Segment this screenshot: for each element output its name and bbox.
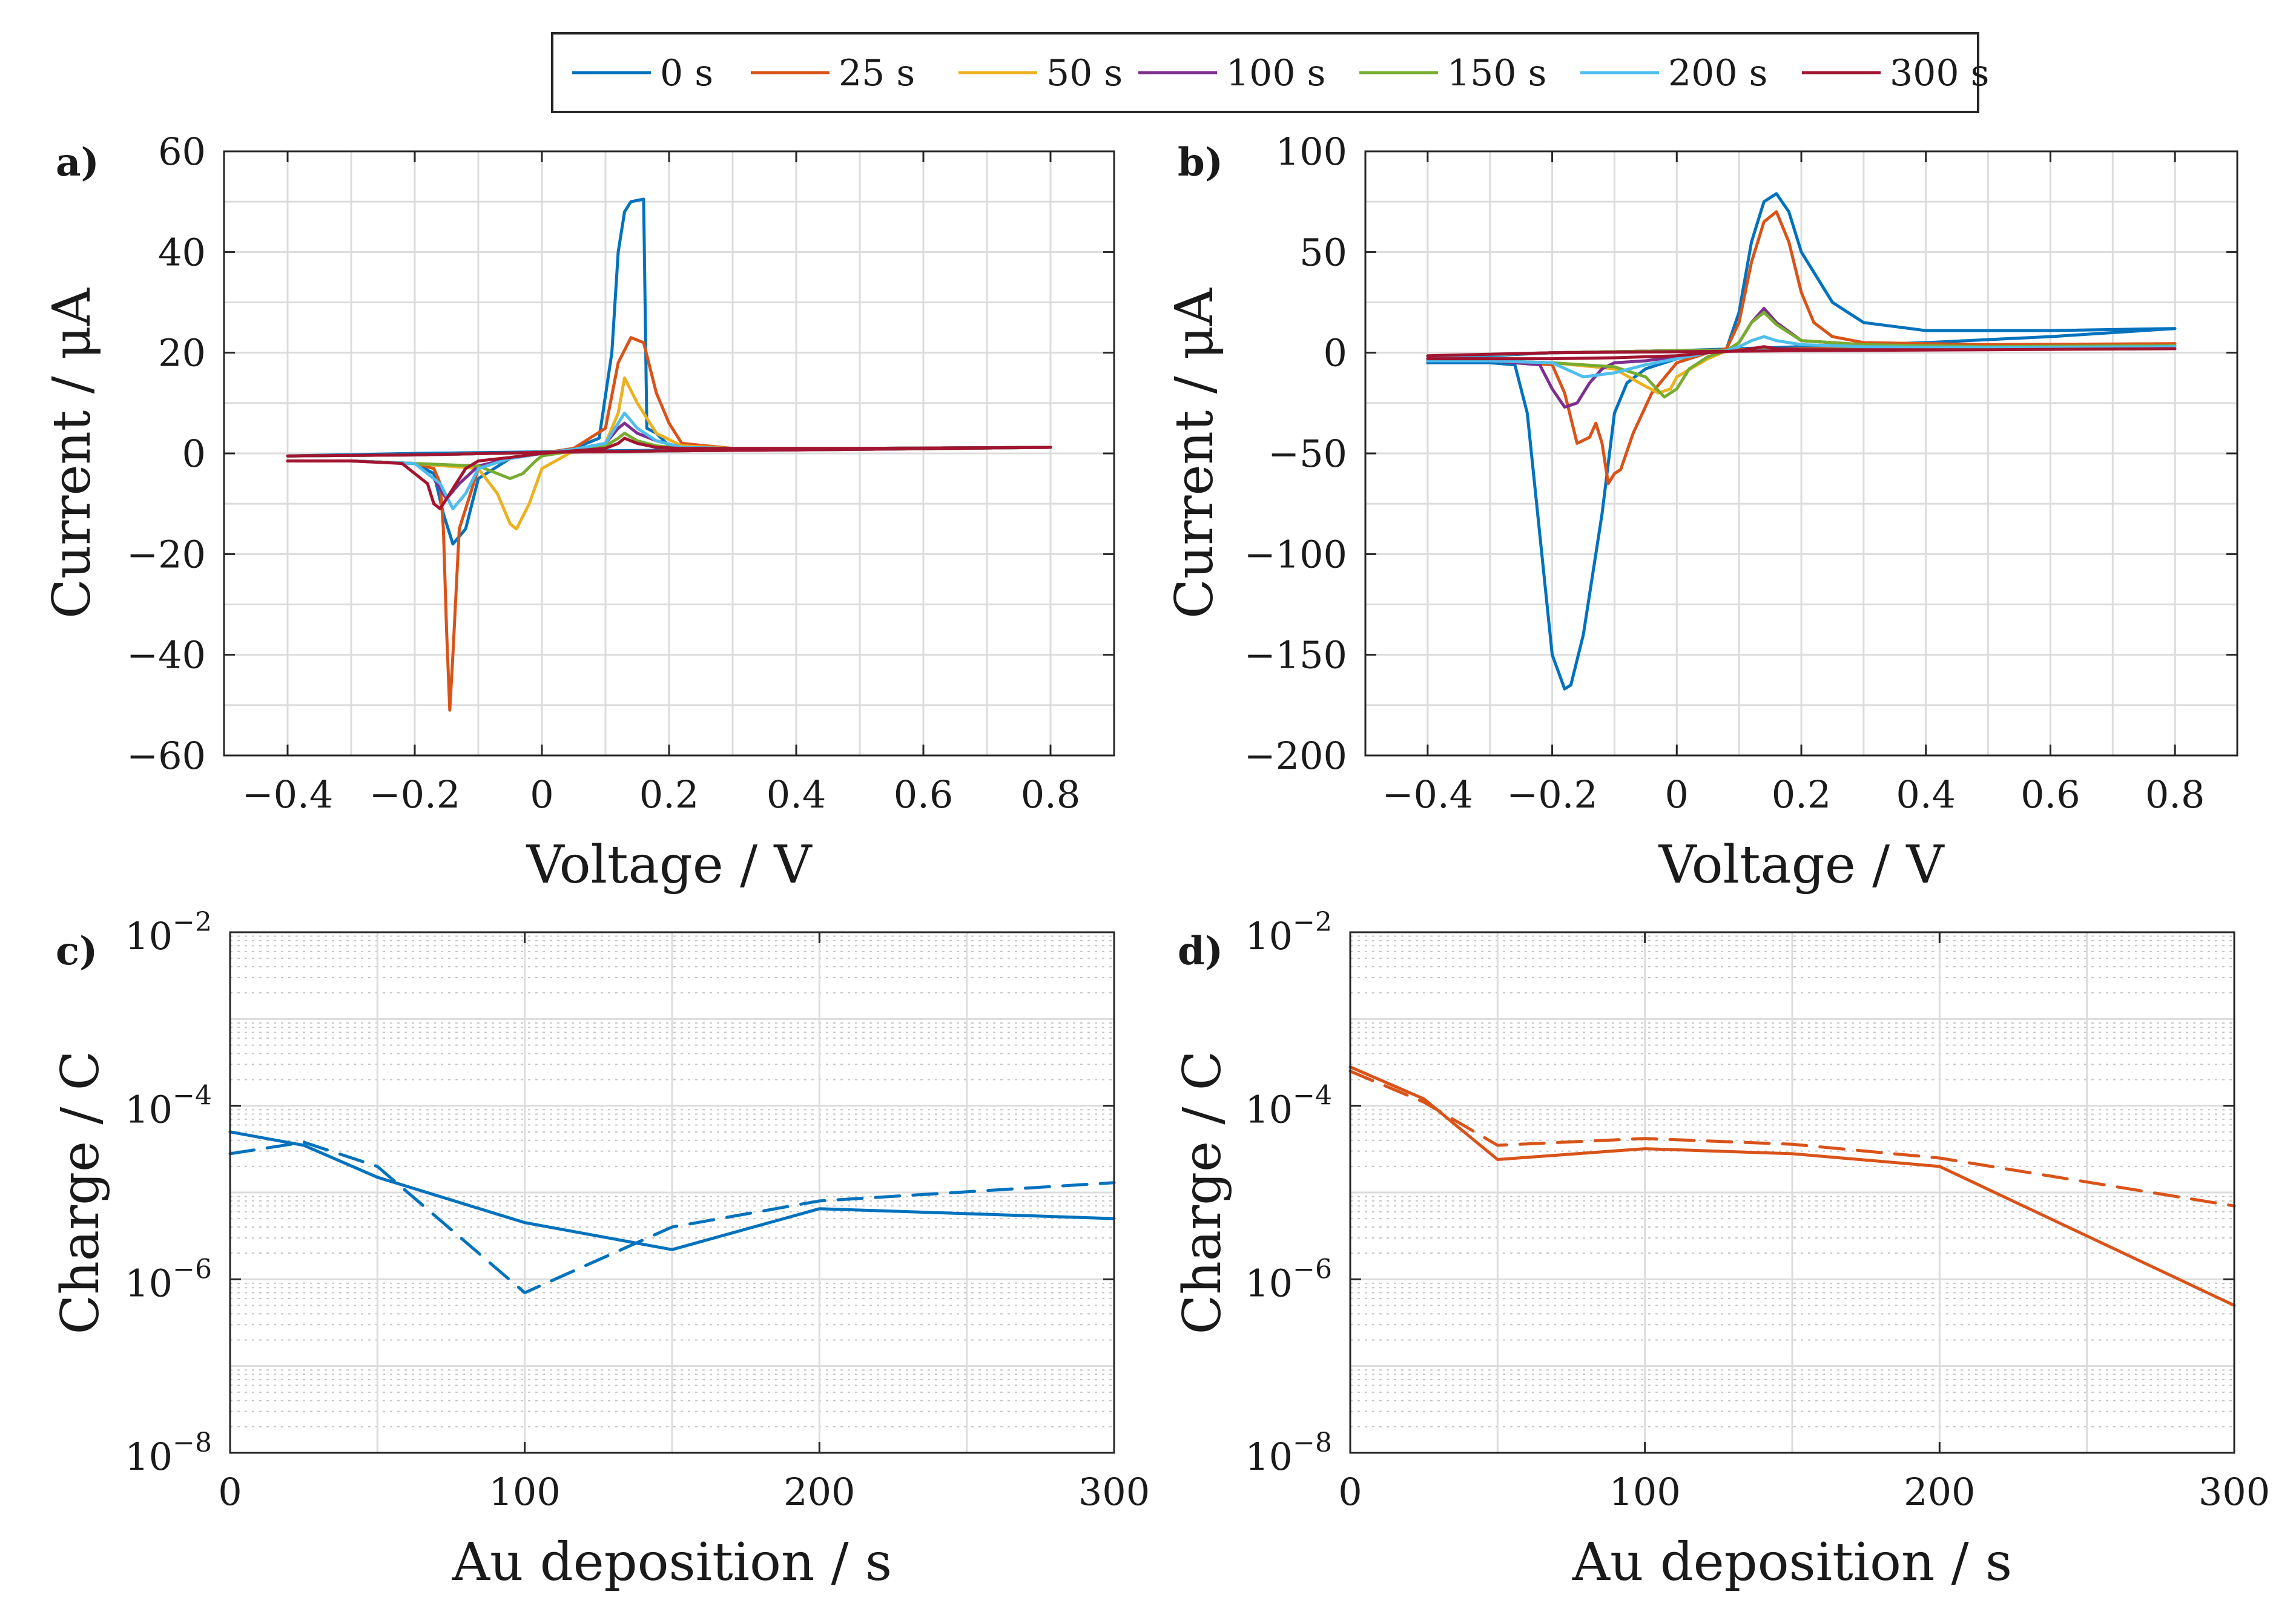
x-tick-label: 300 bbox=[2199, 1470, 2270, 1514]
x-tick-label: 0 bbox=[1338, 1470, 1362, 1514]
y-tick-label: −50 bbox=[1268, 432, 1347, 476]
x-tick-label: 0.2 bbox=[1772, 772, 1832, 817]
panel-3: 0 100 200 300 10−8 10−6 10−4 10−2 Au deposition … bbox=[1172, 907, 2270, 1593]
y-tick-label: −40 bbox=[127, 633, 206, 677]
x-tick-label: 0.8 bbox=[2145, 772, 2205, 817]
y-tick-label: 10−2 bbox=[125, 907, 212, 958]
x-tick-label: 0 bbox=[218, 1470, 242, 1514]
panel-1: −0.4 −0.2 0 0.2 0.4 0.6 0.8 −200 −150 −100 −50 0 50 1… bbox=[1164, 130, 2238, 895]
y-tick-label: −100 bbox=[1244, 532, 1347, 576]
legend-item: 200 s bbox=[1580, 52, 1767, 94]
y-tick-label: 60 bbox=[158, 130, 206, 174]
x-tick-label: 0.4 bbox=[767, 772, 826, 817]
x-tick-label: 0.2 bbox=[639, 772, 699, 817]
series-line-solid bbox=[228, 1130, 1116, 1251]
legend-item: 25 s bbox=[751, 52, 915, 94]
x-tick-label: 200 bbox=[1904, 1470, 1975, 1514]
y-tick-label: 20 bbox=[158, 331, 206, 375]
legend-label: 300 s bbox=[1890, 52, 1989, 94]
x-tick-label: 0.8 bbox=[1021, 772, 1081, 817]
series-line-25-s bbox=[1426, 210, 2177, 485]
legend: 0 s 25 s 50 s 100 s 150 s 200 s 300 s bbox=[551, 32, 1989, 113]
x-axis-label: Voltage / V bbox=[1658, 835, 1945, 895]
x-tick-label: −0.4 bbox=[242, 772, 334, 817]
legend-label: 150 s bbox=[1447, 52, 1546, 94]
y-axis-label: Charge / C bbox=[50, 1051, 111, 1335]
legend-item: 150 s bbox=[1359, 52, 1546, 94]
panel-0: −0.4 −0.2 0 0.2 0.4 0.6 0.8 −60 −40 −20 0 20 40 60 Vol… bbox=[42, 130, 1115, 895]
y-tick-label: 0 bbox=[1324, 331, 1347, 375]
legend-item: 50 s bbox=[958, 52, 1123, 94]
y-tick-label: −200 bbox=[1244, 734, 1347, 778]
panel-label: c) bbox=[56, 929, 97, 974]
panel-label: b) bbox=[1178, 140, 1223, 185]
x-tick-label: 300 bbox=[1078, 1470, 1150, 1514]
x-tick-label: −0.4 bbox=[1382, 772, 1474, 817]
series-line-solid bbox=[1348, 1065, 2236, 1307]
y-tick-label: 10−4 bbox=[125, 1081, 212, 1132]
legend-item: 100 s bbox=[1138, 52, 1325, 94]
legend-item: 300 s bbox=[1802, 52, 1989, 94]
y-tick-label: −150 bbox=[1244, 633, 1347, 677]
y-axis-label: Current / μA bbox=[1164, 288, 1225, 619]
legend-item: 0 s bbox=[572, 52, 713, 94]
x-tick-label: 0.6 bbox=[2021, 772, 2080, 817]
y-axis-label: Charge / C bbox=[1172, 1051, 1233, 1335]
y-tick-label: 10−6 bbox=[125, 1254, 212, 1305]
x-tick-label: 200 bbox=[783, 1470, 855, 1514]
axes-frame bbox=[229, 931, 1115, 1454]
legend-label: 100 s bbox=[1226, 52, 1325, 94]
axes-frame bbox=[1349, 931, 2235, 1454]
y-tick-label: −60 bbox=[127, 734, 206, 778]
legend-label: 0 s bbox=[660, 52, 713, 94]
x-axis-label: Au deposition / s bbox=[452, 1532, 892, 1593]
x-tick-label: 0 bbox=[1665, 772, 1689, 817]
y-tick-label: 10−8 bbox=[125, 1427, 212, 1479]
y-tick-label: −20 bbox=[127, 532, 206, 576]
y-tick-label: 10−8 bbox=[1245, 1427, 1332, 1479]
y-tick-label: 10−6 bbox=[1245, 1254, 1332, 1305]
y-axis-label: Current / μA bbox=[42, 288, 102, 619]
y-tick-label: 10−2 bbox=[1245, 907, 1332, 958]
legend-label: 50 s bbox=[1046, 52, 1123, 94]
x-tick-label: 100 bbox=[1609, 1470, 1680, 1514]
x-tick-label: −0.2 bbox=[369, 772, 461, 817]
y-tick-label: 50 bbox=[1299, 230, 1347, 274]
x-axis-label: Au deposition / s bbox=[1572, 1532, 2012, 1593]
series-line-0-s bbox=[1426, 192, 2177, 691]
y-tick-label: 100 bbox=[1276, 130, 1347, 174]
x-tick-label: 0 bbox=[530, 772, 553, 817]
panel-label: a) bbox=[56, 140, 99, 185]
x-tick-label: 100 bbox=[489, 1470, 560, 1514]
panel-label: d) bbox=[1178, 929, 1223, 974]
x-tick-label: −0.2 bbox=[1506, 772, 1598, 817]
x-tick-label: 0.6 bbox=[894, 772, 954, 817]
series-line-dashed bbox=[1348, 1070, 2236, 1208]
legend-label: 200 s bbox=[1668, 52, 1767, 94]
x-axis-label: Voltage / V bbox=[526, 835, 813, 895]
series-line-300-s bbox=[1426, 345, 2177, 361]
legend-label: 25 s bbox=[839, 52, 915, 94]
x-tick-label: 0.4 bbox=[1896, 772, 1956, 817]
panel-2: 0 100 200 300 10−8 10−6 10−4 10−2 Au deposition … bbox=[50, 907, 1150, 1593]
y-tick-label: 10−4 bbox=[1245, 1081, 1332, 1132]
series-line-dashed bbox=[228, 1140, 1116, 1294]
y-tick-label: 40 bbox=[158, 230, 206, 274]
series-line-300-s bbox=[286, 436, 1052, 510]
y-tick-label: 0 bbox=[182, 432, 206, 476]
